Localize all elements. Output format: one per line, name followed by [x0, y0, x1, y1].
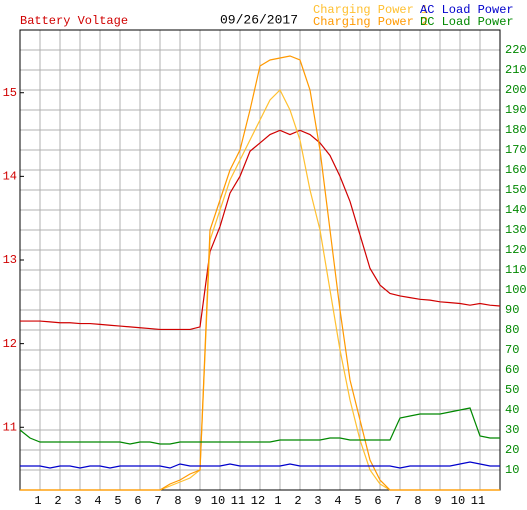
y-tick-label: 11 [3, 420, 17, 434]
y2-tick-label: 170 [505, 143, 527, 157]
x-tick-label: 9 [194, 494, 201, 508]
y2-tick-label: 140 [505, 203, 527, 217]
y2-tick-label: 30 [505, 423, 519, 437]
x-tick-label: 10 [211, 494, 225, 508]
y2-tick-label: 100 [505, 283, 527, 297]
y2-tick-label: 220 [505, 43, 527, 57]
x-tick-label: 1 [274, 494, 281, 508]
y2-tick-label: 130 [505, 223, 527, 237]
x-tick-label: 9 [434, 494, 441, 508]
x-tick-label: 3 [74, 494, 81, 508]
legend-entry: AC Load Power [420, 3, 514, 17]
x-tick-label: 6 [374, 494, 381, 508]
y2-tick-label: 210 [505, 63, 527, 77]
y-axis-label: Battery Voltage [20, 14, 128, 28]
y2-tick-label: 80 [505, 323, 519, 337]
x-tick-label: 12 [251, 494, 265, 508]
x-tick-label: 6 [134, 494, 141, 508]
y2-tick-label: 110 [505, 263, 527, 277]
y-tick-label: 14 [3, 170, 17, 184]
y2-tick-label: 50 [505, 383, 519, 397]
series-line [20, 461, 500, 469]
y2-tick-label: 190 [505, 103, 527, 117]
y2-tick-label: 150 [505, 183, 527, 197]
y2-tick-label: 40 [505, 403, 519, 417]
x-tick-label: 2 [54, 494, 61, 508]
x-tick-label: 8 [414, 494, 421, 508]
series-line [20, 55, 500, 491]
chart-title: 09/26/2017 [220, 12, 298, 27]
plot-border [19, 29, 501, 491]
x-tick-label: 11 [471, 494, 485, 508]
series-line [20, 129, 501, 331]
y2-tick-label: 160 [505, 163, 527, 177]
y-tick-label: 12 [3, 337, 17, 351]
x-tick-label: 3 [314, 494, 321, 508]
x-tick-label: 10 [451, 494, 465, 508]
y2-tick-label: 180 [505, 123, 527, 137]
legend-entry: Charging Power 1 [313, 3, 428, 17]
x-tick-label: 11 [231, 494, 245, 508]
x-tick-label: 4 [334, 494, 341, 508]
y2-tick-label: 200 [505, 83, 527, 97]
x-tick-label: 8 [174, 494, 181, 508]
y-tick-label: 13 [3, 253, 17, 267]
y2-tick-label: 120 [505, 243, 527, 257]
x-tick-label: 1 [34, 494, 41, 508]
x-tick-label: 4 [94, 494, 101, 508]
x-tick-label: 5 [354, 494, 361, 508]
x-tick-label: 5 [114, 494, 121, 508]
y2-tick-label: 70 [505, 343, 519, 357]
y2-tick-label: 20 [505, 443, 519, 457]
y2-tick-label: 60 [505, 363, 519, 377]
y2-tick-label: 90 [505, 303, 519, 317]
x-tick-label: 7 [154, 494, 161, 508]
series-line [19, 407, 500, 445]
x-tick-label: 7 [394, 494, 401, 508]
y-tick-label: 15 [3, 86, 17, 100]
legend-entry: DC Load Power [420, 15, 514, 29]
legend-entry: Charging Power 2 [313, 15, 428, 29]
y2-tick-label: 10 [505, 463, 519, 477]
x-tick-label: 2 [294, 494, 301, 508]
